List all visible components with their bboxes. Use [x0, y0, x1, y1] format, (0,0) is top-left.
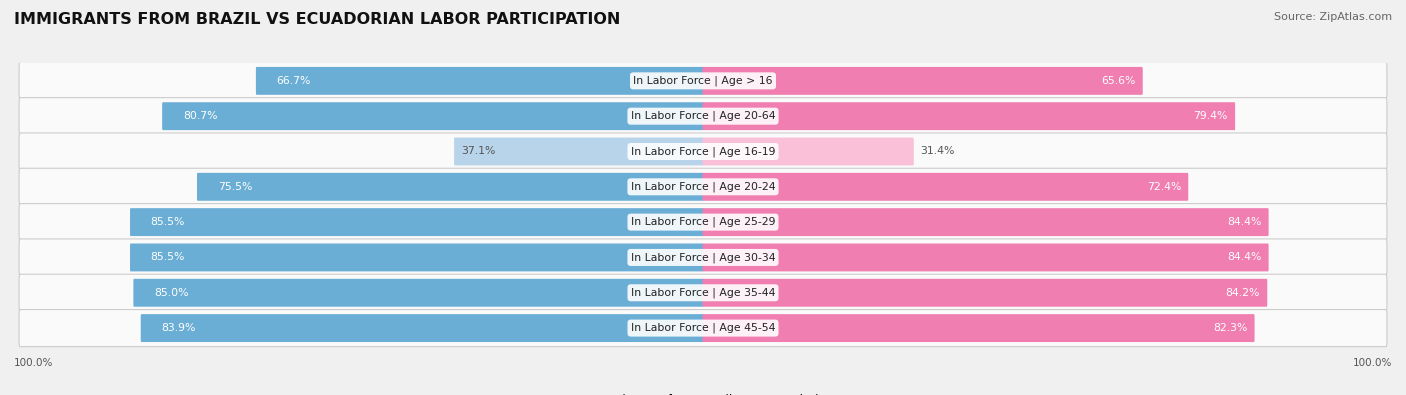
Text: 84.2%: 84.2% — [1226, 288, 1260, 298]
FancyBboxPatch shape — [20, 98, 1386, 135]
Text: 100.0%: 100.0% — [1353, 358, 1392, 368]
Text: In Labor Force | Age 45-54: In Labor Force | Age 45-54 — [631, 323, 775, 333]
Text: 65.6%: 65.6% — [1101, 76, 1136, 86]
Text: In Labor Force | Age > 16: In Labor Force | Age > 16 — [633, 75, 773, 86]
FancyBboxPatch shape — [703, 314, 1254, 342]
Text: 37.1%: 37.1% — [461, 147, 496, 156]
FancyBboxPatch shape — [20, 239, 1386, 276]
Text: In Labor Force | Age 20-24: In Labor Force | Age 20-24 — [631, 182, 775, 192]
Text: In Labor Force | Age 30-34: In Labor Force | Age 30-34 — [631, 252, 775, 263]
Text: Source: ZipAtlas.com: Source: ZipAtlas.com — [1274, 12, 1392, 22]
Text: 84.4%: 84.4% — [1227, 252, 1261, 262]
Text: In Labor Force | Age 35-44: In Labor Force | Age 35-44 — [631, 288, 775, 298]
FancyBboxPatch shape — [20, 168, 1386, 205]
Text: 79.4%: 79.4% — [1194, 111, 1227, 121]
Text: In Labor Force | Age 16-19: In Labor Force | Age 16-19 — [631, 146, 775, 157]
FancyBboxPatch shape — [197, 173, 703, 201]
FancyBboxPatch shape — [703, 137, 914, 166]
FancyBboxPatch shape — [703, 173, 1188, 201]
FancyBboxPatch shape — [20, 62, 1386, 100]
FancyBboxPatch shape — [703, 243, 1268, 271]
Text: 66.7%: 66.7% — [277, 76, 311, 86]
Text: 84.4%: 84.4% — [1227, 217, 1261, 227]
Text: 83.9%: 83.9% — [162, 323, 195, 333]
FancyBboxPatch shape — [703, 102, 1234, 130]
FancyBboxPatch shape — [703, 208, 1268, 236]
Legend: Immigrants from Brazil, Ecuadorian: Immigrants from Brazil, Ecuadorian — [568, 389, 838, 395]
Text: In Labor Force | Age 20-64: In Labor Force | Age 20-64 — [631, 111, 775, 121]
FancyBboxPatch shape — [129, 208, 703, 236]
Text: 82.3%: 82.3% — [1213, 323, 1247, 333]
FancyBboxPatch shape — [703, 67, 1143, 95]
FancyBboxPatch shape — [256, 67, 703, 95]
Text: 72.4%: 72.4% — [1147, 182, 1181, 192]
Text: 80.7%: 80.7% — [183, 111, 218, 121]
Text: In Labor Force | Age 25-29: In Labor Force | Age 25-29 — [631, 217, 775, 228]
Text: IMMIGRANTS FROM BRAZIL VS ECUADORIAN LABOR PARTICIPATION: IMMIGRANTS FROM BRAZIL VS ECUADORIAN LAB… — [14, 12, 620, 27]
FancyBboxPatch shape — [454, 137, 703, 166]
Text: 85.0%: 85.0% — [155, 288, 188, 298]
Text: 85.5%: 85.5% — [150, 252, 186, 262]
Text: 100.0%: 100.0% — [14, 358, 53, 368]
FancyBboxPatch shape — [20, 203, 1386, 241]
FancyBboxPatch shape — [134, 279, 703, 307]
FancyBboxPatch shape — [141, 314, 703, 342]
FancyBboxPatch shape — [20, 133, 1386, 170]
Text: 85.5%: 85.5% — [150, 217, 186, 227]
FancyBboxPatch shape — [20, 274, 1386, 311]
Text: 31.4%: 31.4% — [920, 147, 955, 156]
FancyBboxPatch shape — [162, 102, 703, 130]
FancyBboxPatch shape — [703, 279, 1267, 307]
FancyBboxPatch shape — [20, 310, 1386, 347]
FancyBboxPatch shape — [129, 243, 703, 271]
Text: 75.5%: 75.5% — [218, 182, 252, 192]
